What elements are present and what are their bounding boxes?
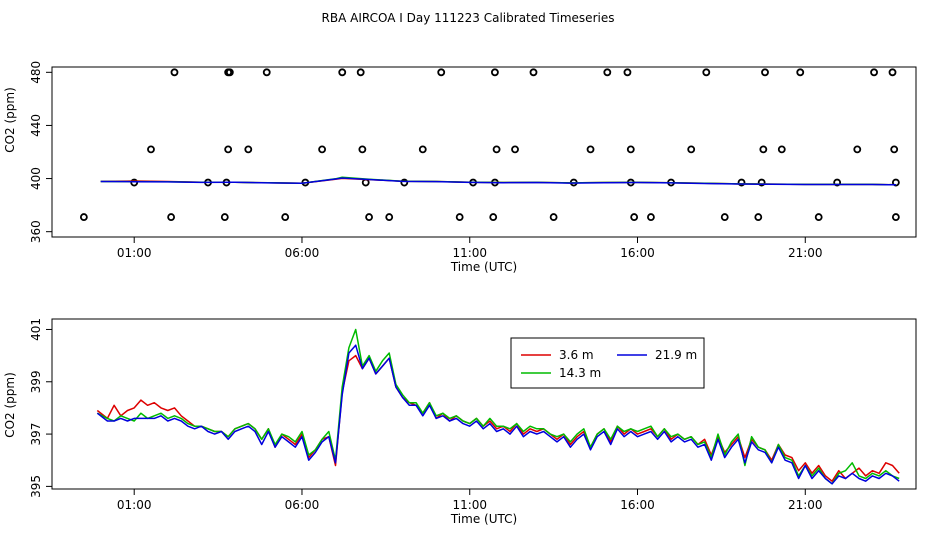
- x-tick-label: 01:00: [117, 498, 152, 512]
- top-panel: 01:00 06:00 11:00 16:00 21:00 360 400 440 480 Tim…: [3, 61, 917, 274]
- legend-box: [510, 337, 705, 389]
- data-point: [361, 178, 370, 187]
- data-point: [720, 213, 729, 221]
- data-point: [626, 145, 635, 154]
- data-point: [147, 145, 155, 154]
- data-point: [262, 68, 271, 77]
- series-line: [100, 177, 896, 186]
- data-point: [630, 213, 639, 221]
- y-tick-label: 397: [29, 423, 43, 446]
- x-tick-label: 11:00: [452, 246, 487, 260]
- data-point: [437, 68, 446, 77]
- data-point: [492, 145, 501, 154]
- data-point: [244, 145, 253, 154]
- data-point: [130, 178, 139, 187]
- data-point: [167, 213, 176, 221]
- data-point: [225, 68, 234, 77]
- data-point: [489, 213, 498, 221]
- data-point: [891, 213, 900, 221]
- data-point: [603, 68, 612, 77]
- plot-frame: [51, 66, 917, 238]
- figure-title: RBA AIRCOA I Day 111223 Calibrated Times…: [322, 11, 615, 25]
- data-point: [759, 145, 768, 154]
- x-tick-label: 21:00: [788, 246, 823, 260]
- x-tick-label: 01:00: [117, 246, 152, 260]
- data-point: [754, 213, 763, 221]
- legend: 3.6 m 21.9 m 14.3 m: [510, 337, 705, 389]
- data-point: [814, 213, 823, 221]
- data-point: [761, 68, 769, 77]
- data-point: [687, 145, 696, 154]
- data-point: [777, 145, 786, 154]
- data-point: [170, 68, 179, 77]
- series-line: [96, 354, 900, 482]
- data-point: [385, 213, 394, 221]
- data-point: [888, 68, 897, 77]
- data-point: [647, 213, 655, 221]
- data-point: [400, 178, 409, 187]
- x-tick-label: 16:00: [620, 246, 655, 260]
- data-point: [853, 145, 862, 154]
- data-point: [281, 213, 290, 221]
- y-tick-label: 401: [29, 318, 43, 341]
- y-tick-label: 395: [29, 475, 43, 498]
- x-tick-label: 06:00: [285, 498, 320, 512]
- data-point: [702, 68, 711, 77]
- x-tick-label: 21:00: [788, 498, 823, 512]
- data-point: [79, 213, 88, 221]
- x-axis-label: Time (UTC): [450, 260, 517, 274]
- data-point: [455, 213, 464, 221]
- data-point: [529, 68, 538, 77]
- y-tick-label: 480: [29, 61, 43, 84]
- y-tick-label: 400: [29, 167, 43, 190]
- series-line: [96, 344, 900, 485]
- data-point: [623, 68, 632, 77]
- data-point: [491, 68, 499, 77]
- plot-frame: [51, 318, 917, 490]
- data-point: [338, 68, 347, 77]
- data-point: [549, 213, 558, 221]
- data-point: [224, 145, 233, 154]
- data-point: [356, 68, 365, 77]
- data-point: [870, 68, 878, 77]
- data-point: [418, 145, 427, 154]
- legend-label: 14.3 m: [559, 366, 601, 380]
- y-tick-label: 399: [29, 370, 43, 393]
- bottom-panel: 01:00 06:00 11:00 16:00 21:00 395 397 399 401 Tim…: [3, 318, 917, 526]
- y-axis-label: CO2 (ppm): [3, 87, 17, 153]
- y-axis-label: CO2 (ppm): [3, 372, 17, 438]
- data-point: [796, 68, 805, 77]
- data-point: [757, 178, 766, 187]
- data-point: [358, 145, 367, 154]
- series-line: [96, 328, 900, 485]
- data-point: [586, 145, 595, 154]
- legend-label: 3.6 m: [559, 348, 594, 362]
- data-point: [511, 145, 519, 154]
- data-point: [318, 145, 327, 154]
- legend-label: 21.9 m: [655, 348, 697, 362]
- x-tick-label: 06:00: [285, 246, 320, 260]
- data-point: [365, 213, 373, 221]
- data-point: [890, 145, 899, 154]
- x-tick-label: 11:00: [452, 498, 487, 512]
- data-point: [737, 178, 746, 187]
- x-axis-label: Time (UTC): [450, 512, 517, 526]
- x-tick-label: 16:00: [620, 498, 655, 512]
- y-tick-label: 440: [29, 114, 43, 137]
- y-tick-label: 360: [29, 220, 43, 243]
- data-point: [833, 178, 842, 187]
- data-point: [220, 213, 229, 221]
